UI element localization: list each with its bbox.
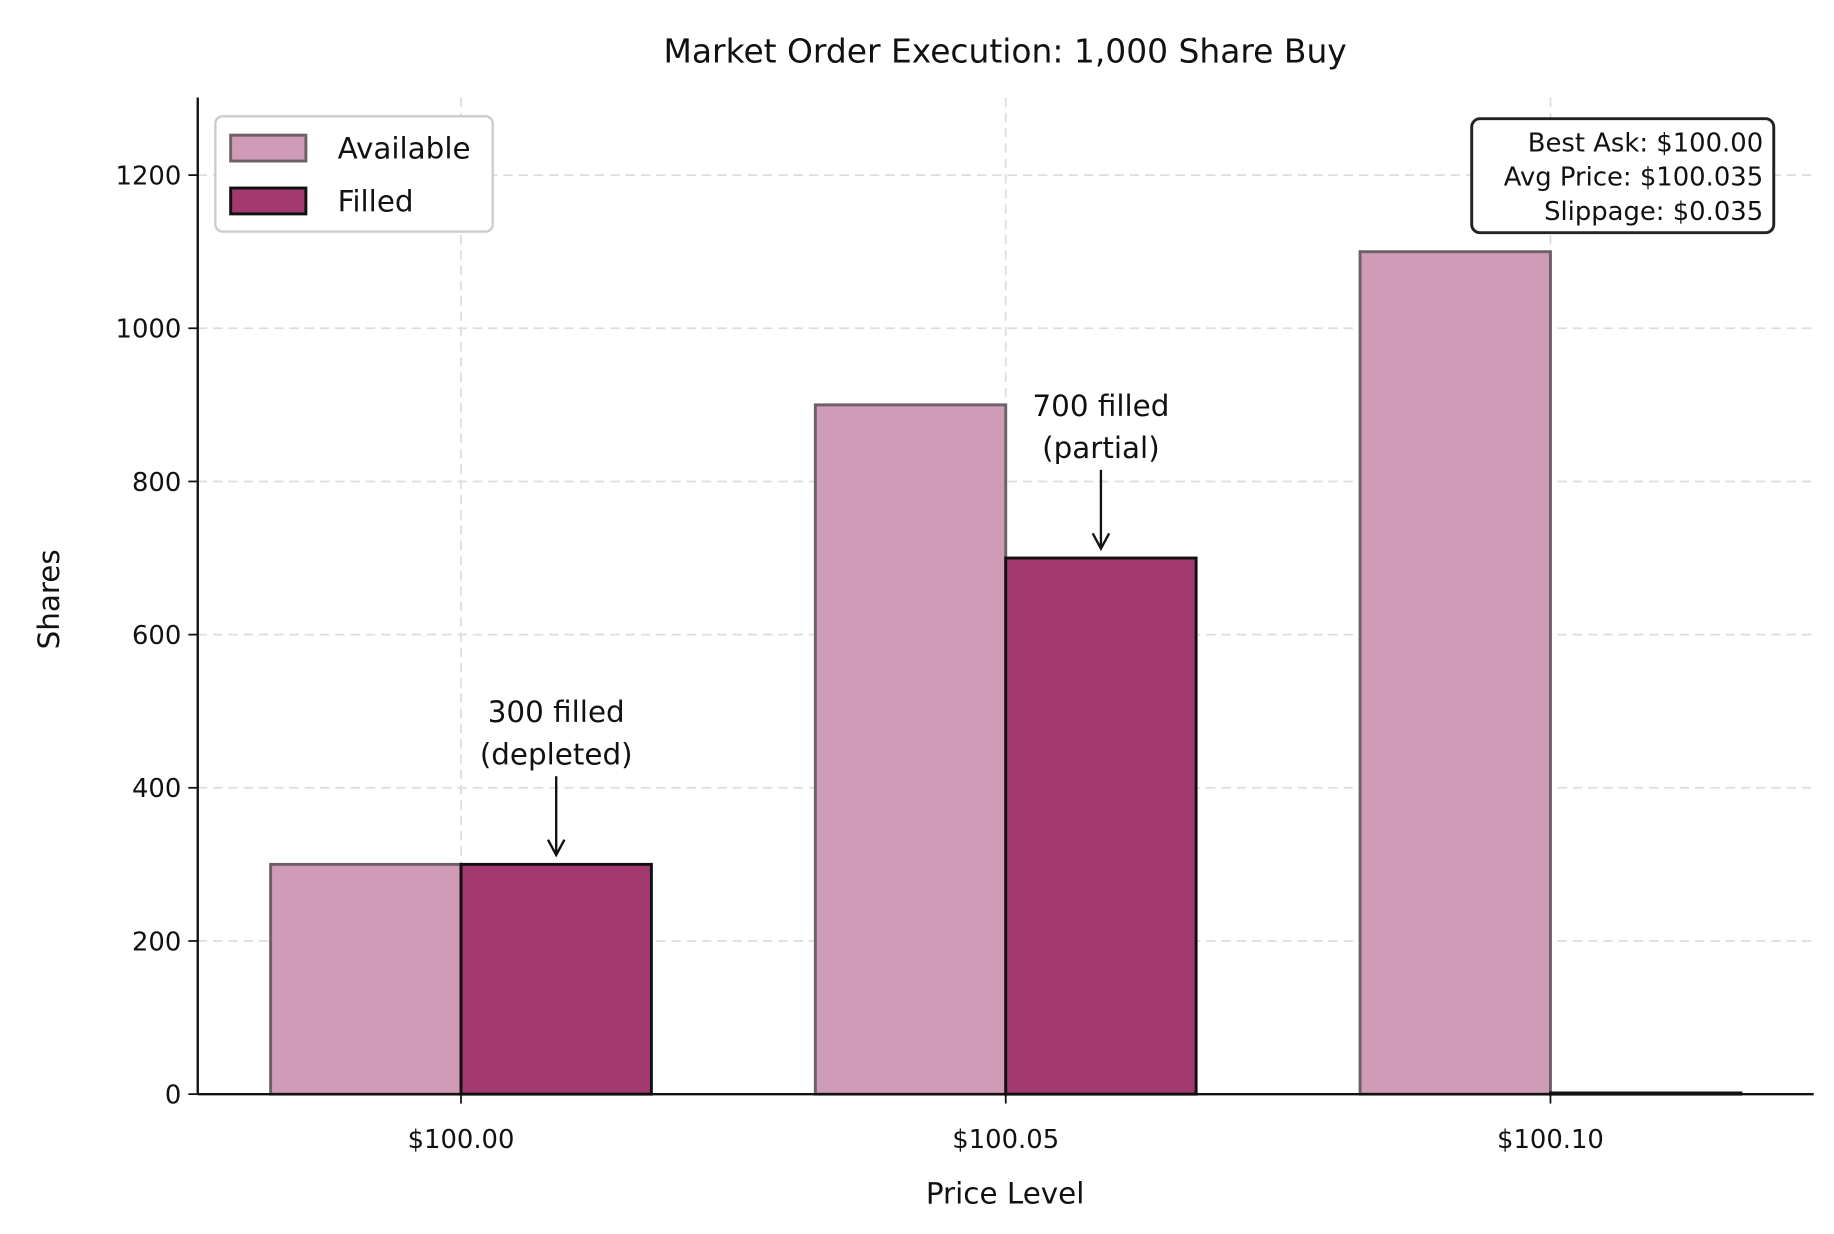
annotation-text: (partial) — [1042, 431, 1160, 465]
info-box-frame — [1470, 117, 1776, 235]
info-box-line: Avg Price: $100.035 — [1504, 163, 1763, 193]
axes: 0 200 400 600 800 1000 1200 $100.00 $100.05 $100.… — [116, 97, 1814, 1155]
legend-swatch — [229, 133, 308, 163]
bar-available — [269, 862, 463, 1096]
arrow-head-icon — [546, 839, 566, 858]
bar-available — [1358, 250, 1552, 1096]
annotation-text: (depleted) — [480, 737, 633, 771]
info-box-line: Slippage: $0.035 — [1544, 197, 1763, 227]
chart-title: Market Order Execution: 1,000 Share Buy — [664, 31, 1347, 70]
x-tick-label: $100.00 — [408, 1125, 515, 1155]
y-tick-label: 1000 — [116, 315, 182, 345]
legend-label: Filled — [338, 185, 414, 219]
x-tick-label: $100.10 — [1497, 1125, 1604, 1155]
y-tick-label: 400 — [132, 774, 181, 804]
annotation-text: 700 filled — [1032, 389, 1169, 423]
arrow-head-icon — [1091, 532, 1111, 552]
y-tick-label: 800 — [132, 468, 181, 498]
y-tick-label: 0 — [165, 1081, 181, 1111]
y-tick-label: 200 — [132, 927, 181, 957]
info-box: Best Ask: $100.00 Avg Price: $100.035 Slip… — [1470, 117, 1776, 235]
annotation-text: 300 filled — [488, 695, 625, 729]
legend-swatch — [229, 186, 308, 216]
y-tick-label: 1200 — [116, 162, 182, 192]
bar-available — [813, 403, 1008, 1096]
legend-label: Available — [338, 132, 471, 166]
y-tick-label: 600 — [132, 621, 181, 651]
info-box-line: Best Ask: $100.00 — [1528, 129, 1763, 159]
bar-filled — [1004, 556, 1198, 1096]
bar-filled — [459, 862, 653, 1096]
x-tick-label: $100.05 — [952, 1125, 1059, 1155]
y-axis-label: Shares — [32, 549, 66, 649]
annotations: 300 filled (depleted) 700 filled (partial) — [480, 389, 1169, 858]
x-axis-label: Price Level — [926, 1176, 1085, 1210]
legend: Available Filled — [214, 115, 494, 233]
